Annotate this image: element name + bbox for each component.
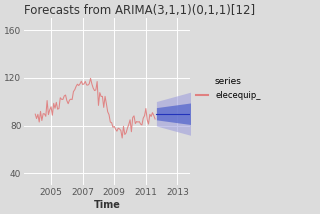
Text: Forecasts from ARIMA(3,1,1)(0,1,1)[12]: Forecasts from ARIMA(3,1,1)(0,1,1)[12] bbox=[24, 4, 255, 17]
Legend: elecequip_: elecequip_ bbox=[196, 77, 260, 100]
X-axis label: Time: Time bbox=[94, 200, 121, 210]
